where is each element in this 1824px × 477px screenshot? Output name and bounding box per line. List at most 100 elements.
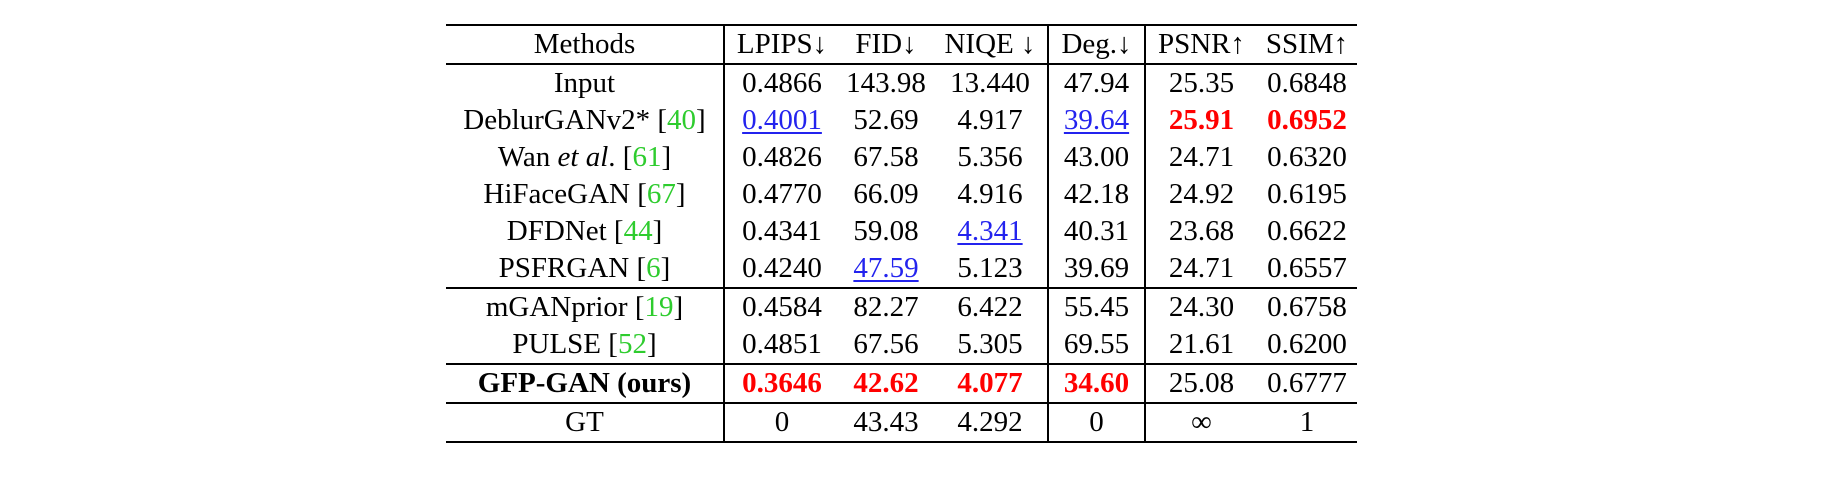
ssim-cell: 0.6952 bbox=[1257, 102, 1357, 139]
citation-link[interactable]: 40 bbox=[667, 104, 697, 136]
second-best-value: 47.59 bbox=[853, 252, 919, 284]
table-row: DFDNet [44] 0.4341 59.08 4.341 40.31 23.… bbox=[446, 213, 1357, 250]
method-name-suffix: . bbox=[608, 141, 623, 173]
ssim-cell: 0.6622 bbox=[1267, 215, 1347, 247]
method-cell: mGANprior [19] bbox=[485, 291, 684, 323]
deg-cell: 43.00 bbox=[1047, 139, 1145, 176]
ssim-cell: 0.6200 bbox=[1267, 328, 1347, 360]
fid-cell: 59.08 bbox=[853, 215, 919, 247]
niqe-cell: 4.292 bbox=[957, 406, 1023, 438]
lpips-cell: 0.4341 bbox=[723, 213, 839, 250]
ssim-cell: 0.6777 bbox=[1267, 367, 1347, 399]
method-cell: PULSE [52] bbox=[512, 328, 657, 360]
citation-link[interactable]: 52 bbox=[617, 328, 647, 360]
best-value: 0.6952 bbox=[1267, 104, 1347, 136]
table-row: PSFRGAN [6] 0.4240 47.59 5.123 39.69 24.… bbox=[446, 250, 1357, 288]
citation-link[interactable]: 19 bbox=[644, 291, 674, 323]
ssim-cell: 0.6195 bbox=[1267, 178, 1347, 210]
table-row: mGANprior [19] 0.4584 82.27 6.422 55.45 … bbox=[446, 288, 1357, 326]
psnr-cell: ∞ bbox=[1144, 403, 1257, 442]
method-cell: Input bbox=[446, 64, 724, 102]
psnr-cell: 25.35 bbox=[1144, 64, 1257, 102]
header-fid: FID↓ bbox=[855, 28, 917, 60]
method-cell: GFP-GAN (ours) bbox=[446, 364, 724, 403]
fid-cell: 43.43 bbox=[853, 406, 919, 438]
table-row: Wan et al. [61] 0.4826 67.58 5.356 43.00… bbox=[446, 139, 1357, 176]
fid-cell: 82.27 bbox=[853, 291, 919, 323]
method-cell: DeblurGANv2* [40] bbox=[463, 104, 706, 136]
ssim-cell: 1 bbox=[1299, 406, 1315, 438]
lpips-cell: 0.4866 bbox=[723, 64, 839, 102]
deg-cell: 34.60 bbox=[1047, 364, 1145, 403]
method-cell: HiFaceGAN [67] bbox=[483, 178, 686, 210]
method-name: GT bbox=[565, 406, 604, 438]
method-name: PSFRGAN bbox=[498, 252, 637, 284]
ssim-cell: 0.6758 bbox=[1267, 291, 1347, 323]
best-value: 0.3646 bbox=[742, 367, 822, 399]
citation-link[interactable]: 67 bbox=[646, 178, 676, 210]
method-cell: PSFRGAN [6] bbox=[498, 252, 671, 284]
niqe-cell: 4.077 bbox=[933, 364, 1048, 403]
best-value: 4.077 bbox=[957, 367, 1023, 399]
ssim-cell: 0.6848 bbox=[1267, 67, 1347, 99]
deg-cell: 39.64 bbox=[1047, 102, 1145, 139]
psnr-cell: 23.68 bbox=[1144, 213, 1257, 250]
fid-cell: 52.69 bbox=[853, 104, 919, 136]
method-name: GFP-GAN (ours) bbox=[477, 367, 692, 399]
niqe-cell: 13.440 bbox=[950, 67, 1030, 99]
deg-cell: 40.31 bbox=[1047, 213, 1145, 250]
lpips-cell: 0.4584 bbox=[723, 288, 839, 326]
table-row: HiFaceGAN [67] 0.4770 66.09 4.916 42.18 … bbox=[446, 176, 1357, 213]
table-row: Input 0.4866 143.98 13.440 47.94 25.35 0… bbox=[446, 64, 1357, 102]
second-best-value: 4.341 bbox=[957, 215, 1023, 247]
method-cell: GT bbox=[446, 403, 724, 442]
method-name: DeblurGANv2* bbox=[463, 104, 658, 136]
psnr-cell: 24.71 bbox=[1144, 139, 1257, 176]
lpips-cell: 0.4001 bbox=[723, 102, 839, 139]
niqe-cell: 4.917 bbox=[957, 104, 1023, 136]
second-best-value: 0.4001 bbox=[742, 104, 822, 136]
lpips-cell: 0.4770 bbox=[723, 176, 839, 213]
ssim-cell: 0.6557 bbox=[1267, 252, 1347, 284]
deg-cell: 39.69 bbox=[1047, 250, 1145, 288]
lpips-cell: 0.4826 bbox=[723, 139, 839, 176]
header-niqe: NIQE ↓ bbox=[944, 28, 1036, 60]
psnr-cell: 24.92 bbox=[1144, 176, 1257, 213]
fid-cell: 143.98 bbox=[846, 67, 926, 99]
results-table: Methods LPIPS↓ FID↓ NIQE ↓ Deg.↓ PSNR↑ S… bbox=[446, 24, 1357, 443]
niqe-cell: 4.916 bbox=[957, 178, 1023, 210]
lpips-cell: 0 bbox=[723, 403, 839, 442]
method-cell: Wan et al. [61] bbox=[497, 141, 672, 173]
citation-link[interactable]: 61 bbox=[632, 141, 662, 173]
fid-cell: 47.59 bbox=[839, 250, 933, 288]
method-name: Wan bbox=[497, 141, 558, 173]
lpips-cell: 0.3646 bbox=[723, 364, 839, 403]
fid-cell: 67.56 bbox=[853, 328, 919, 360]
fid-cell: 66.09 bbox=[853, 178, 919, 210]
fid-cell: 67.58 bbox=[853, 141, 919, 173]
header-deg: Deg.↓ bbox=[1047, 25, 1145, 64]
method-name: Input bbox=[553, 67, 616, 99]
psnr-cell: 25.91 bbox=[1144, 102, 1257, 139]
citation-link[interactable]: 6 bbox=[646, 252, 661, 284]
best-value: 25.91 bbox=[1168, 104, 1235, 136]
table-row: GT 0 43.43 4.292 0 ∞ 1 bbox=[446, 403, 1357, 442]
best-value: 42.62 bbox=[853, 367, 919, 399]
method-name: DFDNet bbox=[506, 215, 614, 247]
psnr-cell: 25.08 bbox=[1144, 364, 1257, 403]
second-best-value: 39.64 bbox=[1063, 104, 1130, 136]
table-row: DeblurGANv2* [40] 0.4001 52.69 4.917 39.… bbox=[446, 102, 1357, 139]
niqe-cell: 4.341 bbox=[933, 213, 1048, 250]
deg-cell: 47.94 bbox=[1047, 64, 1145, 102]
deg-cell: 55.45 bbox=[1047, 288, 1145, 326]
fid-cell: 42.62 bbox=[839, 364, 933, 403]
psnr-cell: 24.30 bbox=[1144, 288, 1257, 326]
deg-cell: 69.55 bbox=[1047, 326, 1145, 364]
method-name-italic: et al bbox=[557, 141, 609, 173]
method-name: PULSE bbox=[512, 328, 609, 360]
method-cell: DFDNet [44] bbox=[506, 215, 663, 247]
niqe-cell: 5.305 bbox=[957, 328, 1023, 360]
psnr-cell: 21.61 bbox=[1144, 326, 1257, 364]
table-row: GFP-GAN (ours) 0.3646 42.62 4.077 34.60 … bbox=[446, 364, 1357, 403]
citation-link[interactable]: 44 bbox=[623, 215, 653, 247]
